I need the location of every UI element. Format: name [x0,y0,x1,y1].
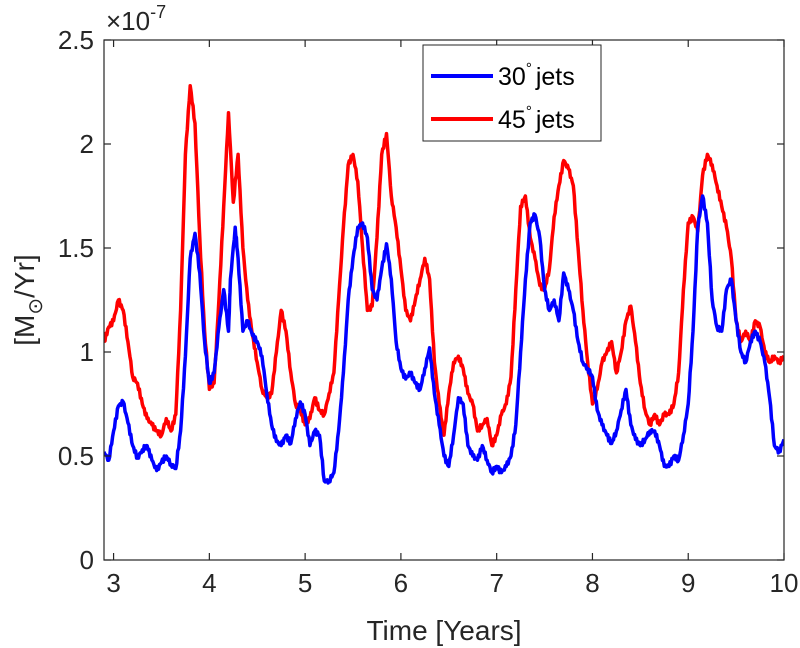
y-tick-label: 2 [80,129,94,159]
y-tick-label: 1.5 [58,233,94,263]
x-axis-label: Time [Years] [366,615,521,646]
y-tick-label: 0 [80,545,94,575]
legend-label-45-jets: 45° jets [498,103,575,134]
x-tick-label: 3 [106,568,120,598]
x-tick-label: 9 [681,568,695,598]
x-tick-label: 10 [770,568,799,598]
plot-area-frame [103,39,785,561]
x-tick-label: 4 [202,568,216,598]
x-tick-label: 7 [489,568,503,598]
series-line-30-jets [104,194,784,485]
series-layer [104,84,784,485]
y-tick-label: 2.5 [58,25,94,55]
legend-label-30-jets: 30° jets [498,60,575,91]
y-exponent-label: ×10-7 [106,2,166,36]
y-axis: 0 0.5 1 1.5 2 2.5 [58,25,784,575]
y-tick-label: 1 [80,337,94,367]
x-tick-label: 6 [394,568,408,598]
x-tick-label: 8 [585,568,599,598]
y-tick-label: 0.5 [58,441,94,471]
legend-box [422,44,602,142]
x-tick-label: 5 [298,568,312,598]
y-axis-label: [M⊙/Yr] [9,254,47,345]
legend: 30° jets 45° jets [422,44,602,142]
